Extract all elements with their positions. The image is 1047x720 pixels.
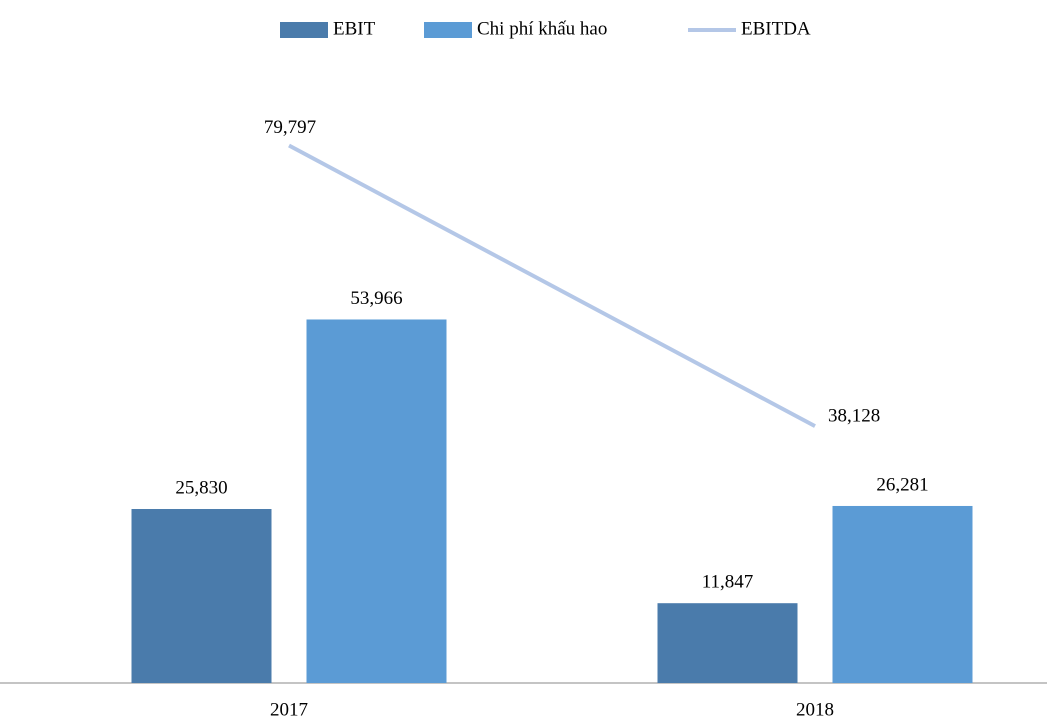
- data-label: 79,797: [264, 117, 316, 138]
- legend-label: Chi phí khấu hao: [477, 18, 607, 39]
- x-tick-label: 2017: [270, 699, 308, 720]
- x-tick-label: 2018: [796, 699, 834, 720]
- line: [288, 143, 816, 428]
- legend-swatch: [424, 22, 472, 38]
- bar: [657, 603, 798, 683]
- legend-label: EBIT: [333, 18, 376, 39]
- data-label: 11,847: [702, 572, 754, 593]
- data-label: 53,966: [350, 288, 402, 309]
- bar: [306, 319, 447, 683]
- data-label: 38,128: [828, 406, 880, 427]
- data-label: 26,281: [876, 474, 928, 495]
- bar: [832, 505, 973, 683]
- bar: [131, 509, 272, 683]
- legend-swatch: [280, 22, 328, 38]
- legend-label: EBITDA: [741, 18, 811, 39]
- data-label: 25,830: [175, 477, 227, 498]
